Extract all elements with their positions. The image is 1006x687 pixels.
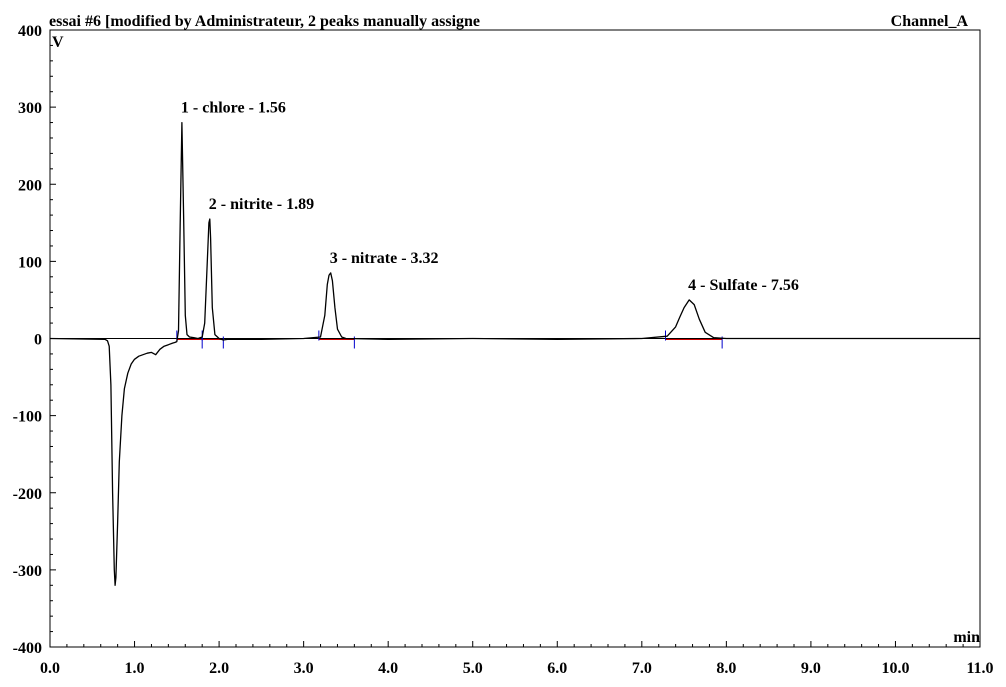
- y-tick-label: -300: [13, 563, 42, 580]
- peak-label: 3 - nitrate - 3.32: [330, 250, 439, 267]
- x-tick-label: 0.0: [40, 660, 60, 677]
- x-tick-label: 1.0: [125, 660, 145, 677]
- y-tick-label: 100: [18, 254, 42, 271]
- x-tick-label: 10.0: [881, 660, 909, 677]
- y-tick-label: 200: [18, 177, 42, 194]
- y-tick-label: -200: [13, 486, 42, 503]
- y-tick-label: 400: [18, 23, 42, 40]
- peak-label: 1 - chlore - 1.56: [181, 100, 286, 117]
- chart-title: essai #6 [modified by Administrateur, 2 …: [49, 13, 480, 30]
- x-tick-label: 4.0: [378, 660, 398, 677]
- y-tick-label: 300: [18, 100, 42, 117]
- x-tick-label: 5.0: [463, 660, 483, 677]
- peak-label: 4 - Sulfate - 7.56: [688, 277, 799, 294]
- y-tick-label: 0: [34, 332, 42, 349]
- channel-label: Channel_A: [891, 13, 969, 30]
- y-tick-label: -400: [13, 640, 42, 657]
- data-layer: 1 - chlore - 1.56 2 - nitrite - 1.89 3 - n…: [49, 100, 980, 586]
- x-axis-label: min: [953, 629, 980, 646]
- x-tick-label: 11.0: [966, 660, 993, 677]
- x-tick-label: 8.0: [716, 660, 736, 677]
- y-tick-label: -100: [13, 409, 42, 426]
- axis-layer: 400 300 200 100 0 -100 -200 -300 -400 0.0 1.0 2.0 3.…: [13, 23, 994, 677]
- x-tick-label: 2.0: [209, 660, 229, 677]
- y-axis-label: V: [52, 34, 64, 51]
- chromatogram-trace: [49, 121, 980, 586]
- peak-label: 2 - nitrite - 1.89: [209, 196, 314, 213]
- x-tick-label: 9.0: [801, 660, 821, 677]
- x-tick-label: 7.0: [632, 660, 652, 677]
- x-tick-label: 3.0: [294, 660, 314, 677]
- x-tick-label: 6.0: [547, 660, 567, 677]
